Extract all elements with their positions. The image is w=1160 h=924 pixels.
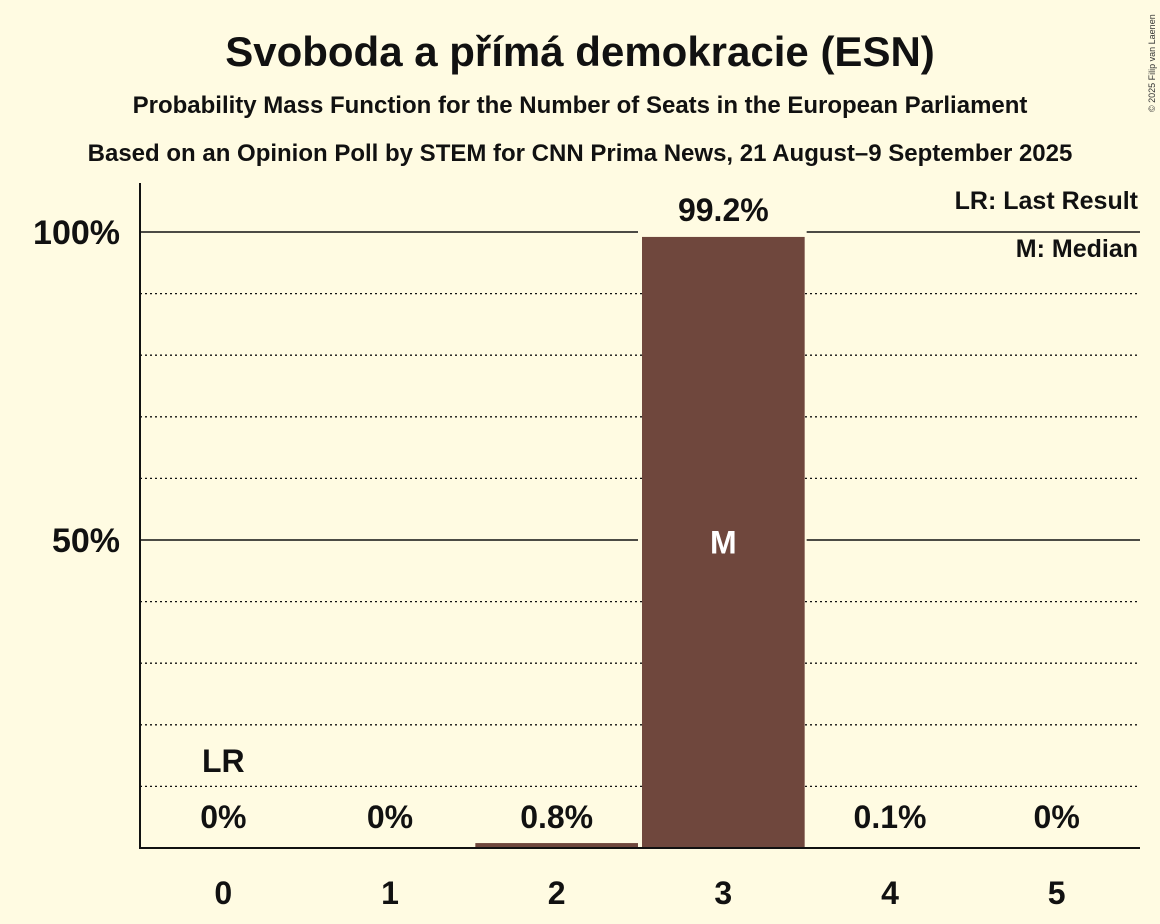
last-result-marker: LR xyxy=(202,743,245,779)
chart-title: Svoboda a přímá demokracie (ESN) xyxy=(225,28,935,75)
legend-last-result: LR: Last Result xyxy=(955,187,1139,215)
x-tick-label: 3 xyxy=(714,875,732,911)
x-tick-label: 4 xyxy=(881,875,899,911)
legend-median: M: Median xyxy=(1016,235,1138,263)
chart-subtitle-source: Based on an Opinion Poll by STEM for CNN… xyxy=(88,140,1073,167)
y-tick-label: 50% xyxy=(52,522,120,560)
y-axis-ticks: 50% 100% xyxy=(33,214,120,560)
gridlines xyxy=(140,231,1140,788)
median-marker: M xyxy=(710,524,737,560)
bar-seats-2 xyxy=(475,843,638,848)
data-label: 0% xyxy=(200,799,246,835)
x-axis-ticks: 0 1 2 3 4 5 xyxy=(214,875,1065,911)
x-tick-label: 1 xyxy=(381,875,399,911)
data-label: 0.1% xyxy=(854,799,927,835)
copyright-text: © 2025 Filip van Laenen xyxy=(1147,14,1157,112)
x-tick-label: 5 xyxy=(1048,875,1066,911)
x-tick-label: 2 xyxy=(548,875,566,911)
data-label: 0.8% xyxy=(520,799,593,835)
x-tick-label: 0 xyxy=(214,875,232,911)
chart-subtitle: Probability Mass Function for the Number… xyxy=(133,92,1028,119)
bars xyxy=(475,236,972,849)
data-label: 0% xyxy=(367,799,413,835)
y-tick-label: 100% xyxy=(33,214,120,252)
data-label: 99.2% xyxy=(678,192,769,228)
bar-seats-3 xyxy=(642,236,805,849)
data-labels: 0% 0% 0.8% 99.2% 0.1% 0% M LR xyxy=(200,192,1080,835)
data-label: 0% xyxy=(1034,799,1080,835)
